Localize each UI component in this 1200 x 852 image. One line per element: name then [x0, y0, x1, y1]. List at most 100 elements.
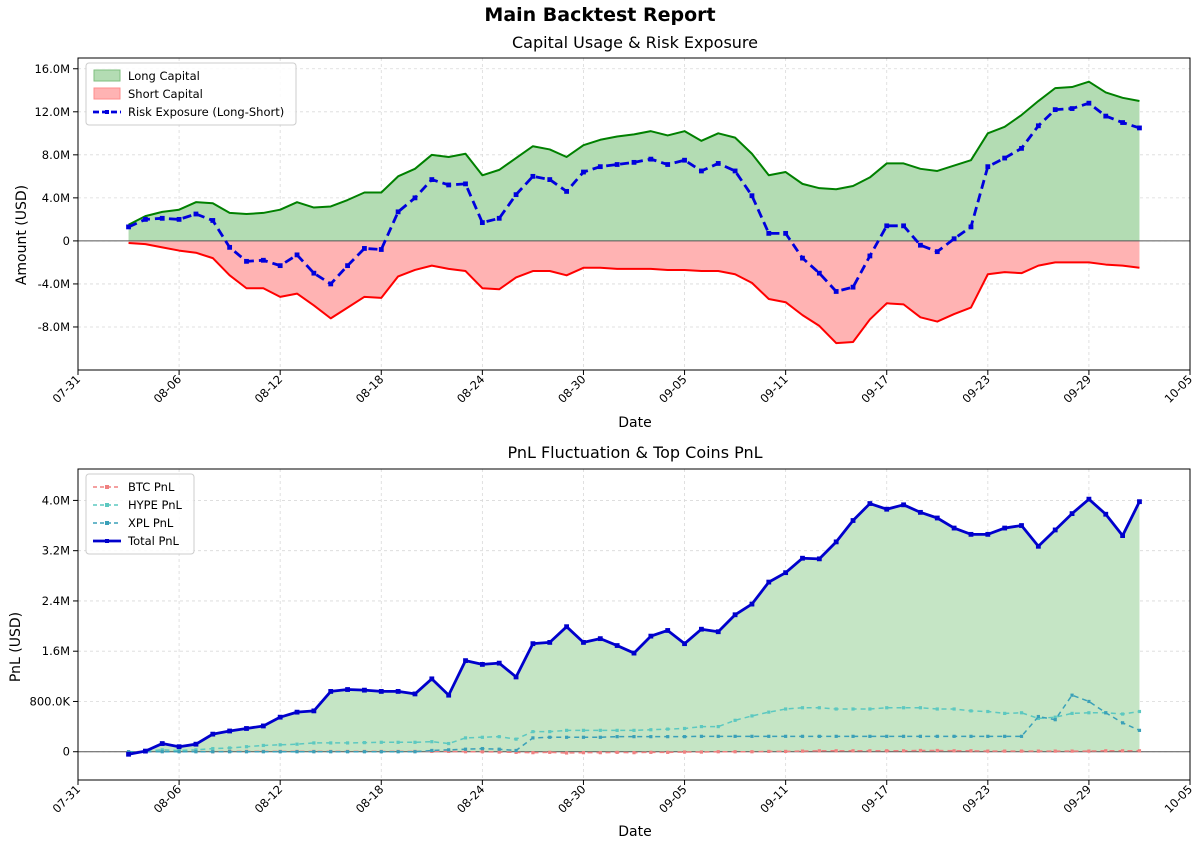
data-point [901, 749, 906, 753]
data-point [463, 750, 468, 754]
data-point [1137, 728, 1142, 732]
data-point [1052, 527, 1058, 533]
data-point [648, 156, 654, 162]
data-point [784, 707, 788, 711]
x-tick-label: 09-29 [1060, 372, 1094, 406]
data-point [665, 162, 671, 167]
data-point [244, 750, 249, 754]
x-tick-label: 09-17 [858, 782, 892, 816]
legend-label: XPL PnL [128, 516, 174, 530]
data-point [666, 727, 670, 731]
x-tick-label: 08-24 [454, 782, 488, 816]
legend-marker [105, 110, 109, 114]
legend-marker [105, 539, 109, 543]
data-point [968, 531, 974, 537]
data-point [1003, 711, 1007, 716]
data-point [531, 751, 535, 755]
data-point [833, 289, 839, 294]
data-point [834, 707, 838, 711]
data-point [699, 750, 703, 754]
data-point [868, 707, 872, 711]
data-point [733, 718, 737, 722]
y-tick-label: 3.2M [42, 544, 70, 558]
legend-label: BTC PnL [128, 480, 175, 494]
data-point [800, 749, 805, 753]
data-point [463, 181, 468, 187]
data-point [918, 734, 923, 738]
data-point [193, 741, 199, 747]
data-point [733, 750, 737, 754]
plot-frame [77, 468, 1191, 781]
data-point [497, 747, 501, 751]
y-tick-label: 4.0M [42, 191, 70, 205]
data-point [1069, 106, 1075, 111]
data-point [1121, 749, 1125, 753]
legend-label: Risk Exposure (Long-Short) [128, 105, 284, 119]
data-point [598, 728, 602, 732]
legend-label: HYPE PnL [128, 498, 183, 512]
data-point [362, 246, 367, 251]
data-point [1019, 749, 1024, 753]
data-point [648, 633, 654, 639]
data-point [699, 724, 703, 729]
data-point [548, 750, 552, 754]
data-point [749, 601, 755, 607]
data-point [379, 750, 383, 754]
data-point [614, 162, 620, 167]
x-tick-label: 09-11 [757, 372, 791, 406]
data-point [312, 741, 316, 745]
data-point [496, 660, 502, 666]
data-point [698, 626, 704, 632]
data-point [632, 751, 636, 755]
data-point [817, 706, 821, 710]
data-point [177, 750, 181, 754]
data-point [766, 230, 772, 236]
x-tick-label: 08-30 [555, 372, 589, 406]
data-point [969, 709, 973, 713]
data-point [277, 714, 283, 720]
x-tick-label: 08-06 [151, 372, 185, 406]
data-point [969, 734, 973, 738]
data-point [1002, 525, 1008, 531]
plot-frame [77, 57, 1191, 371]
data-point [1087, 749, 1091, 753]
data-point [1104, 711, 1108, 715]
data-point [1053, 715, 1057, 719]
data-point [396, 750, 400, 754]
data-point [1120, 533, 1126, 538]
data-point [260, 723, 266, 729]
data-point [430, 740, 434, 744]
data-point [413, 750, 417, 754]
data-point [1002, 155, 1008, 161]
data-point [429, 177, 435, 182]
data-point [918, 748, 923, 753]
pnl-chart: PnL Fluctuation & Top Coins PnL Date PnL… [8, 443, 1195, 840]
data-point [851, 749, 855, 753]
data-point [597, 636, 603, 642]
data-point [850, 284, 856, 290]
data-point [1087, 699, 1091, 704]
data-point [868, 749, 872, 753]
data-point [749, 193, 755, 199]
data-point [800, 255, 805, 261]
data-point [885, 734, 889, 738]
data-point [1052, 107, 1058, 113]
data-point [295, 742, 299, 746]
x-tick-label: 09-05 [656, 782, 690, 816]
data-point [834, 734, 838, 738]
data-point [413, 740, 417, 744]
data-point [985, 164, 991, 170]
data-point [632, 735, 636, 739]
data-point [261, 743, 265, 748]
data-point [480, 735, 484, 739]
data-point [867, 501, 873, 506]
data-point [598, 751, 602, 755]
x-tick-label: 09-17 [858, 372, 892, 406]
data-point [1019, 523, 1024, 528]
data-point [496, 215, 502, 221]
data-point [362, 750, 367, 754]
y-tick-label: 16.0M [34, 62, 70, 76]
data-point [1036, 749, 1040, 753]
data-point [329, 741, 333, 745]
